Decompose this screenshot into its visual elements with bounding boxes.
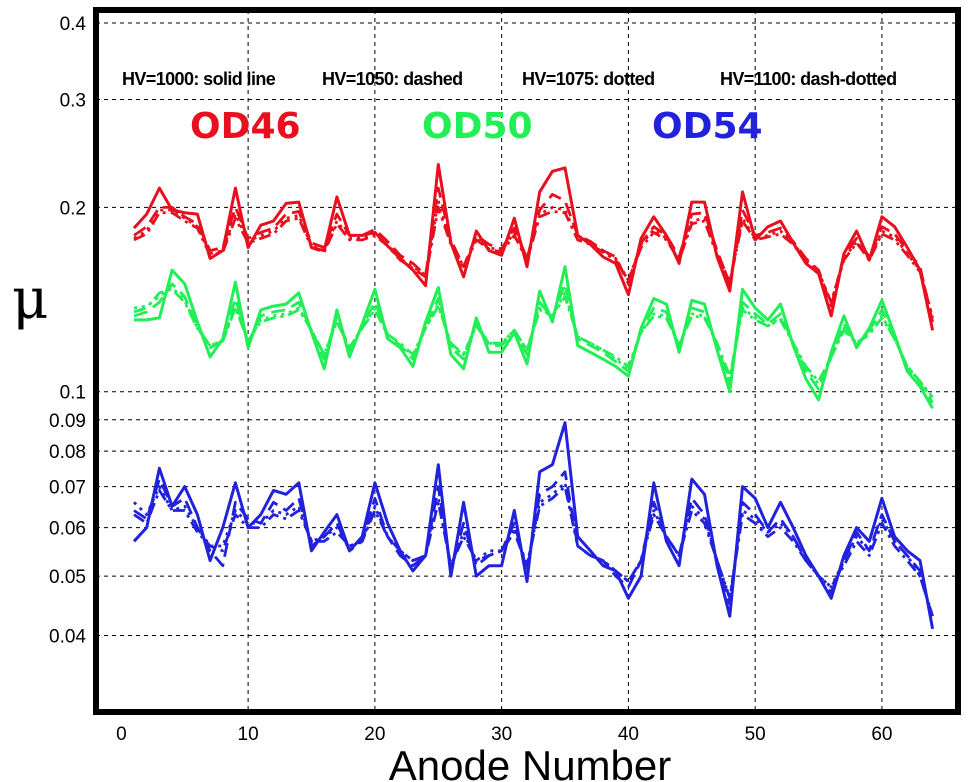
y-tick-label: 0.05 bbox=[49, 567, 86, 588]
series-line-od46-hv1100 bbox=[133, 205, 934, 319]
annotation-hv1075: HV=1075: dotted bbox=[522, 69, 655, 89]
x-tick-label: 60 bbox=[871, 724, 892, 745]
y-axis-label: μ bbox=[12, 267, 48, 332]
series-line-od46-hv1075 bbox=[133, 199, 934, 319]
x-tick-labels: 0 10 20 30 40 50 60 bbox=[116, 724, 892, 745]
y-tick-label: 0.09 bbox=[49, 411, 86, 432]
series-line-od46-hv1000 bbox=[132, 163, 935, 331]
series-line-od54-hv1075 bbox=[133, 481, 934, 617]
y-tick-label: 0.06 bbox=[49, 519, 86, 540]
y-tick-labels: 0.04 0.05 0.06 0.07 0.08 0.09 0.1 0.2 0.3 0.4 bbox=[49, 14, 86, 647]
group-label-od54: OD54 bbox=[652, 106, 763, 147]
series-line-od50-hv1050 bbox=[133, 282, 934, 404]
group-label-od46: OD46 bbox=[190, 106, 301, 147]
series-line-od54-hv1100 bbox=[133, 485, 934, 617]
series-line-od50-hv1100 bbox=[133, 287, 934, 398]
series-line-od46-hv1050 bbox=[133, 186, 934, 323]
y-tick-label: 0.4 bbox=[60, 14, 87, 35]
x-tick-label: 50 bbox=[745, 724, 766, 745]
y-tick-label: 0.08 bbox=[49, 442, 86, 463]
y-tick-label: 0.1 bbox=[60, 383, 86, 404]
series-line-od54-hv1050 bbox=[133, 470, 934, 623]
annotation-hv1050: HV=1050: dashed bbox=[322, 69, 463, 89]
x-axis-label: Anode Number bbox=[389, 742, 672, 782]
y-tick-label: 0.04 bbox=[49, 626, 86, 647]
series-line-od50-hv1000 bbox=[134, 265, 934, 409]
plot-frame bbox=[93, 7, 961, 715]
x-tick-label: 40 bbox=[618, 724, 639, 745]
x-tick-label: 30 bbox=[491, 724, 512, 745]
annotation-hv1000: HV=1000: solid line bbox=[122, 69, 276, 89]
y-tick-label: 0.07 bbox=[49, 478, 86, 499]
annotation-hv1100: HV=1100: dash-dotted bbox=[720, 69, 897, 89]
y-tick-label: 0.2 bbox=[60, 198, 86, 219]
x-tick-label: 0 bbox=[116, 724, 127, 745]
x-tick-label: 20 bbox=[364, 724, 385, 745]
x-tick-label: 10 bbox=[238, 724, 259, 745]
series-lines bbox=[132, 163, 935, 630]
group-label-od50: OD50 bbox=[422, 106, 533, 147]
y-tick-label: 0.3 bbox=[60, 91, 86, 112]
